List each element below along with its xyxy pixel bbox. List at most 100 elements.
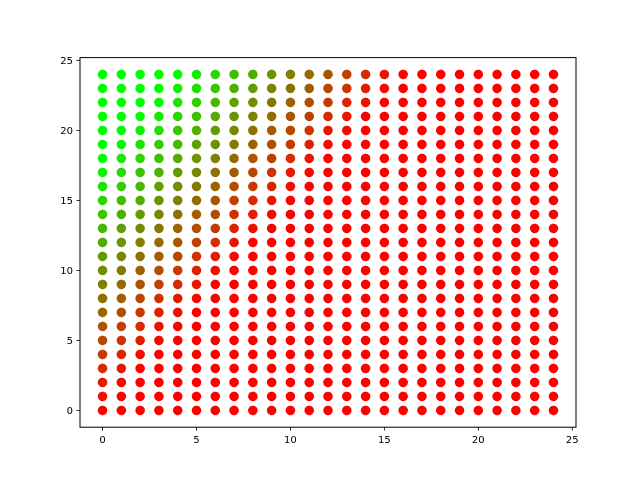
data-point: [210, 111, 221, 122]
data-point: [97, 167, 108, 178]
x-axis-ticks: 0 5 10 15 20 25: [99, 427, 579, 446]
data-point: [266, 349, 277, 360]
data-point: [341, 279, 352, 290]
data-point: [492, 349, 502, 360]
data-point: [417, 153, 427, 164]
data-point: [492, 321, 502, 332]
x-tick-label: 0: [99, 435, 105, 446]
x-tick-label: 5: [193, 435, 199, 446]
data-point: [454, 279, 465, 290]
data-point: [398, 405, 408, 416]
data-point: [379, 391, 390, 402]
data-point: [266, 391, 277, 402]
data-point: [116, 279, 127, 290]
data-point: [154, 223, 164, 234]
data-point: [529, 335, 540, 346]
data-point: [323, 265, 333, 276]
data-point: [454, 321, 465, 332]
data-point: [135, 363, 145, 374]
data-point: [511, 293, 521, 304]
y-tick-label: 20: [60, 126, 73, 137]
data-point: [285, 335, 296, 346]
data-point: [398, 279, 408, 290]
data-point: [135, 195, 145, 206]
data-point: [229, 251, 239, 262]
data-point: [379, 293, 390, 304]
data-point: [360, 279, 371, 290]
data-point: [473, 335, 484, 346]
data-point: [454, 111, 465, 122]
data-point: [191, 195, 202, 206]
data-point: [285, 195, 296, 206]
data-point: [304, 181, 315, 192]
data-point: [191, 265, 202, 276]
data-point: [172, 377, 183, 388]
data-point: [116, 125, 127, 136]
data-point: [172, 293, 183, 304]
data-point: [266, 405, 277, 416]
data-point: [323, 69, 333, 80]
data-point: [341, 307, 352, 318]
data-point: [473, 265, 484, 276]
data-point: [285, 153, 296, 164]
data-point: [191, 335, 202, 346]
data-point: [210, 237, 221, 248]
data-point: [548, 251, 559, 262]
data-point: [417, 265, 427, 276]
data-point: [379, 181, 390, 192]
data-point: [229, 265, 239, 276]
data-point: [473, 223, 484, 234]
data-point: [492, 307, 502, 318]
data-point: [323, 223, 333, 234]
data-point: [248, 391, 258, 402]
data-point: [266, 363, 277, 374]
data-point: [116, 265, 127, 276]
data-point: [379, 69, 390, 80]
data-point: [360, 209, 371, 220]
data-point: [417, 307, 427, 318]
data-point: [154, 139, 164, 150]
data-point: [172, 139, 183, 150]
data-point: [473, 83, 484, 94]
data-point: [135, 391, 145, 402]
data-point: [379, 153, 390, 164]
data-point: [172, 209, 183, 220]
data-point: [454, 69, 465, 80]
data-point: [379, 125, 390, 136]
data-point: [529, 349, 540, 360]
data-point: [360, 153, 371, 164]
data-point: [548, 153, 559, 164]
data-point: [454, 167, 465, 178]
data-point: [360, 335, 371, 346]
data-point: [511, 111, 521, 122]
data-point: [210, 391, 221, 402]
data-point: [97, 223, 108, 234]
data-point: [154, 153, 164, 164]
data-point: [210, 321, 221, 332]
data-point: [285, 83, 296, 94]
data-point: [529, 405, 540, 416]
data-point: [360, 391, 371, 402]
data-point: [435, 265, 446, 276]
data-point: [473, 69, 484, 80]
data-point: [323, 167, 333, 178]
data-point: [360, 307, 371, 318]
data-point: [548, 69, 559, 80]
data-point: [304, 97, 315, 108]
data-point: [191, 349, 202, 360]
data-point: [229, 97, 239, 108]
data-point: [172, 111, 183, 122]
data-point: [191, 153, 202, 164]
y-tick-label: 10: [60, 266, 73, 277]
data-point: [135, 97, 145, 108]
data-point: [229, 139, 239, 150]
data-point: [511, 349, 521, 360]
data-point: [229, 237, 239, 248]
data-point: [172, 321, 183, 332]
data-point: [417, 167, 427, 178]
data-point: [97, 139, 108, 150]
data-point: [341, 209, 352, 220]
data-point: [398, 97, 408, 108]
data-point: [529, 139, 540, 150]
data-point: [398, 69, 408, 80]
